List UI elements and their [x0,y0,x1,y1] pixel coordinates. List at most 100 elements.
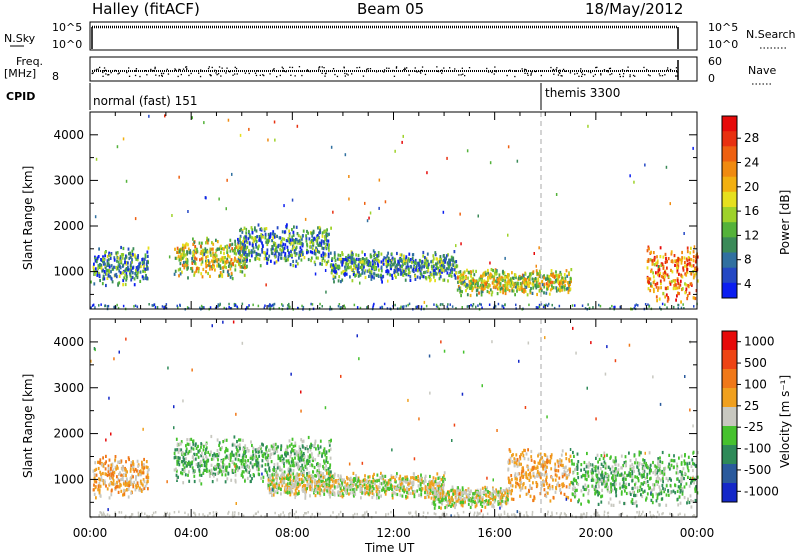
echo-cell [110,270,112,274]
echo-cell [478,291,480,295]
echo-cell [338,275,341,279]
echo-cell [263,257,266,261]
echo-cell [183,466,186,470]
echo-cell [372,304,375,307]
echo-cell [125,473,127,478]
echo-cell [265,240,268,244]
echo-cell [251,443,253,448]
echo-cell [322,247,325,251]
echo-cell [662,291,665,296]
echo-cell [515,285,517,289]
nave-point [406,67,408,69]
echo-cell [281,472,284,476]
nave-point [186,68,188,70]
echo-cell [411,481,413,485]
echo-cell [434,487,436,491]
echo-cell [333,255,336,259]
echo-cell [124,483,127,487]
echo-cell [338,257,341,261]
echo-cell [153,303,155,306]
echo-cell [277,454,280,458]
echo-cell [214,255,216,259]
echo-cell [258,244,260,248]
echo-cell [123,492,126,496]
echo-cell [295,481,298,485]
echo-cell [108,265,111,269]
echo-cell [104,251,106,255]
echo-cell [475,269,477,273]
echo-cell [238,443,241,447]
nave-point [182,68,185,70]
nave-point [185,66,188,68]
nave-point [144,70,146,72]
echo-cell [231,453,234,457]
echo-cell [291,253,293,258]
nave-point [362,75,365,77]
echo-cell [236,249,239,253]
echo-cell [468,271,470,275]
echo-cell [357,263,360,267]
nave-point [647,74,650,76]
echo-cell [219,264,222,268]
nave-point [600,74,602,76]
colorbar-segment [722,161,737,178]
echo-cell [120,259,123,263]
echo-cell [198,468,201,472]
echo-cell [433,268,435,272]
nave-point [282,67,284,70]
echo-cell [182,260,185,265]
echo-cell [552,286,555,290]
echo-cell [328,443,331,447]
echo-cell [238,445,241,449]
nave-point [367,68,369,70]
echo-cell [434,269,436,273]
echo-cell [262,479,264,483]
echo-cell [185,449,188,453]
echo-cell [228,456,230,460]
echo-cell [183,468,186,473]
echo-cell [488,303,491,306]
nave-point [289,66,291,68]
echo-cell [439,494,442,498]
echo-cell [146,254,149,258]
echo-cell [439,262,442,266]
echo-cell [223,438,226,442]
echo-cell [283,237,286,241]
echo-cell [280,256,282,260]
echo-cell [416,275,419,279]
echo-cell [391,273,393,277]
echo-cell [245,239,248,243]
echo-cell [212,263,214,267]
echo-cell [430,264,433,268]
echo-cell [387,479,390,483]
echo-cell [118,479,121,483]
nave-point [105,73,107,75]
echo-cell [288,239,291,243]
echo-cell [206,239,208,243]
echo-cell [339,492,342,496]
nave-point [561,75,563,77]
nave-point [659,75,661,77]
echo-cell [179,272,182,276]
echo-cell [451,268,454,272]
echo-cell [187,473,189,477]
echo-cell [261,241,263,245]
echo-cell [468,284,470,288]
echo-cell [241,270,244,274]
echo-cell [341,488,343,493]
nave-point [461,67,463,69]
echo-cell [110,463,113,467]
echo-cell [298,448,301,453]
echo-cell [114,482,117,486]
echo-cell [301,488,304,492]
nave-point [581,75,583,77]
echo-cell [316,472,319,476]
echo-cell [380,273,382,277]
nave-point [416,71,418,73]
echo-cell [287,473,290,477]
echo-cell [652,251,655,255]
echo-cell [540,289,543,293]
echo-cell [319,477,322,481]
echo-cell [228,464,231,468]
echo-cell [438,505,440,509]
